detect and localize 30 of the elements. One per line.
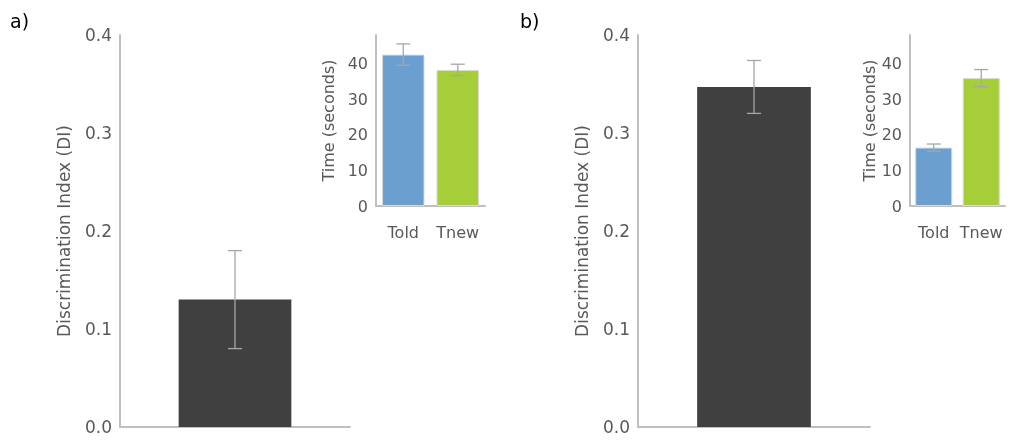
y-tick-label: 0.1 — [602, 319, 630, 339]
x-tick-label: Told — [917, 222, 950, 242]
y-tick-label: 40 — [347, 54, 368, 73]
y-tick-label: 0 — [891, 196, 902, 216]
y-tick-label: 0.4 — [602, 25, 630, 45]
y-tick-label: 0.2 — [602, 221, 630, 241]
y-tick-label: 0.0 — [84, 417, 112, 437]
y-tick-label: 10 — [347, 160, 368, 180]
y-tick-label: 0.4 — [84, 25, 112, 45]
chart-title: b) — [520, 9, 540, 32]
x-tick-label: Tnew — [958, 222, 1003, 242]
x-tick-label: Told — [386, 222, 419, 242]
y-tick-label: 0.2 — [84, 221, 112, 241]
y-tick-label: 20 — [347, 125, 368, 145]
y-tick-label: 30 — [347, 89, 368, 109]
y-axis-title: Time (seconds) — [860, 59, 880, 183]
y-axis-title: Discrimination Index (DI) — [571, 125, 592, 337]
chart-title: a) — [10, 9, 30, 32]
y-tick-label: 10 — [881, 160, 902, 180]
x-tick-label: Tnew — [435, 222, 480, 242]
y-tick-label: 0.0 — [602, 417, 630, 437]
y-tick-label: 30 — [881, 89, 902, 109]
y-tick-label: 0.3 — [84, 123, 112, 143]
y-tick-label: 0.1 — [84, 319, 112, 339]
y-tick-label: 40 — [881, 54, 902, 73]
y-tick-label: 0.3 — [602, 123, 630, 143]
y-axis-title: Time (seconds) — [319, 59, 339, 183]
y-axis-title: Discrimination Index (DI) — [53, 125, 74, 337]
y-tick-label: 20 — [881, 125, 902, 145]
y-tick-label: 0 — [357, 196, 368, 216]
